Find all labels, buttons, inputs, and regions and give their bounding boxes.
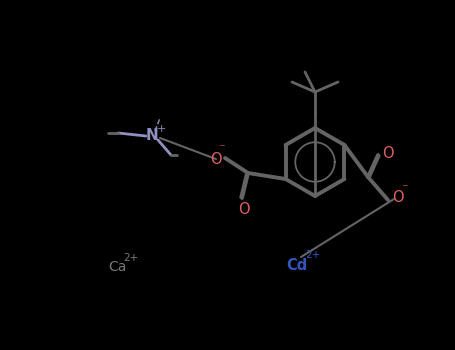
Text: ⁻: ⁻ [401, 182, 407, 196]
Text: O: O [238, 203, 250, 217]
Text: 2+: 2+ [305, 250, 321, 260]
Text: O: O [392, 190, 404, 205]
Text: N: N [146, 128, 158, 143]
Text: O: O [382, 146, 394, 161]
Text: O: O [210, 152, 222, 167]
Text: ⁻: ⁻ [217, 142, 224, 155]
Text: Cd: Cd [286, 258, 308, 273]
Text: +: + [157, 124, 166, 134]
Text: Ca: Ca [108, 260, 126, 274]
Text: 2+: 2+ [123, 253, 139, 263]
